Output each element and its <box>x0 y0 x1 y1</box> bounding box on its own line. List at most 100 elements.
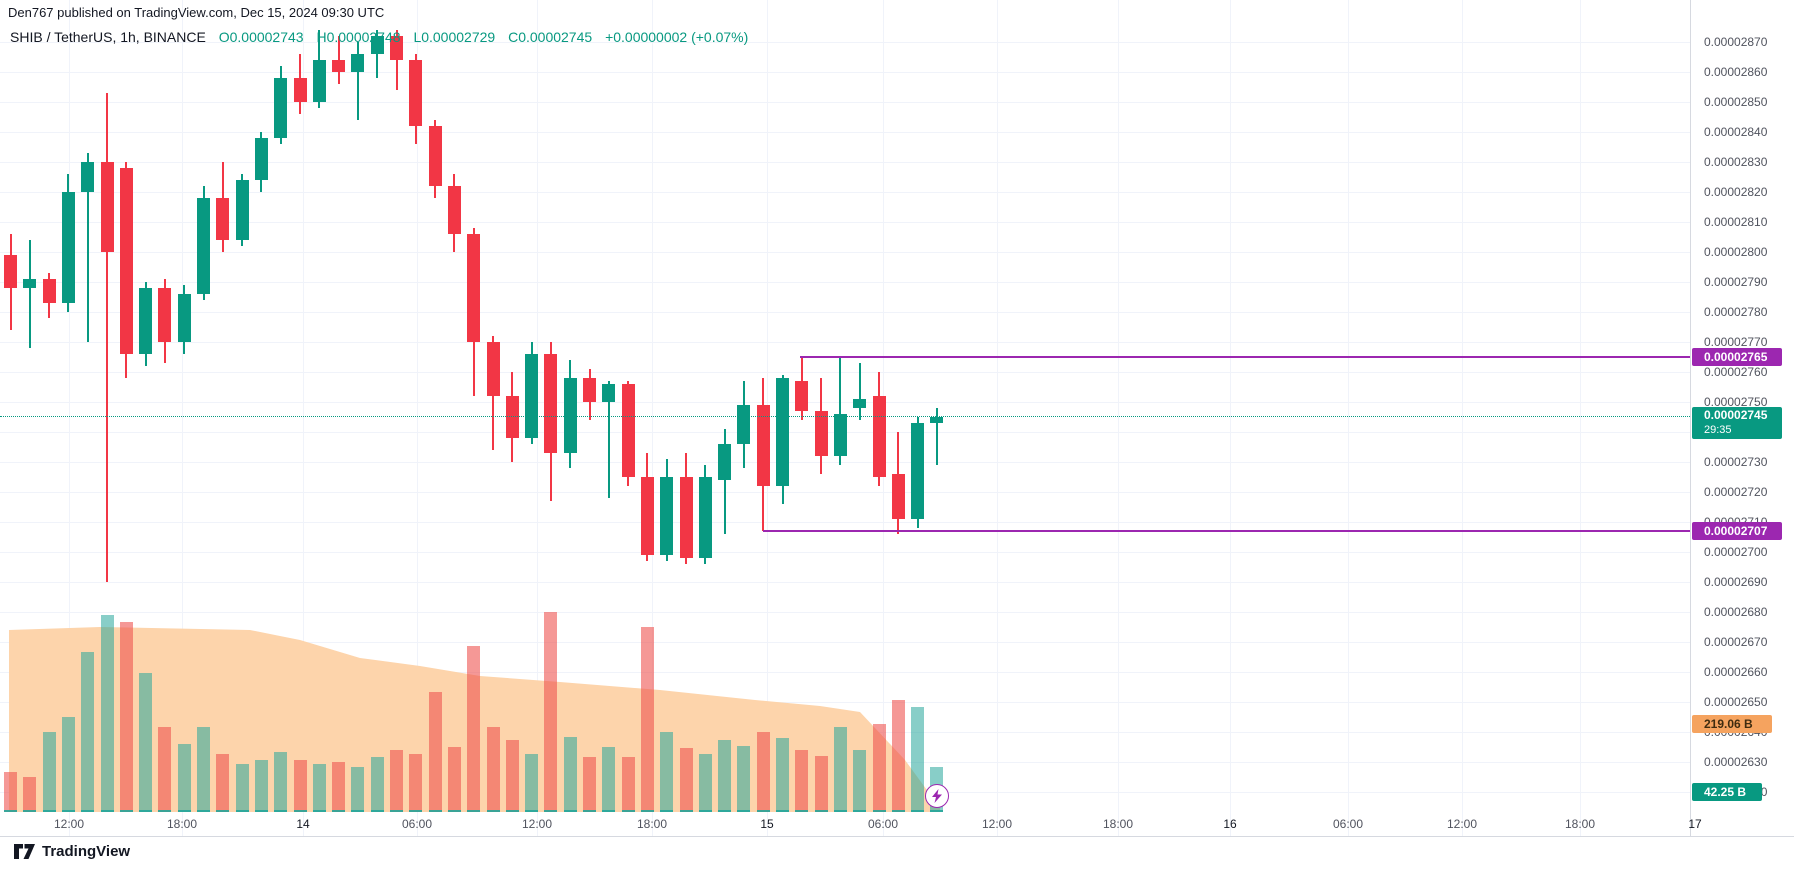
volume-bar <box>544 612 558 812</box>
volume-bar-cap <box>544 810 558 812</box>
volume-value-label: 219.06 B <box>1692 715 1772 733</box>
candle <box>197 198 210 294</box>
volume-bar-cap <box>621 810 635 812</box>
symbol-title[interactable]: SHIB / TetherUS, 1h, BINANCE <box>10 29 206 45</box>
level-price-label: 0.00002707 <box>1692 522 1782 540</box>
candle-wick <box>395 30 398 90</box>
candle-wick <box>86 153 89 342</box>
volume-bar-cap <box>42 810 56 812</box>
h-gridline <box>0 222 1690 223</box>
volume-bar-cap <box>254 810 268 812</box>
chart-pane[interactable] <box>0 0 1690 836</box>
volume-bar <box>409 754 423 812</box>
volume-bar-cap <box>235 810 249 812</box>
h-gridline <box>0 72 1690 73</box>
volume-bar-cap <box>390 810 403 812</box>
volume-bar <box>621 757 635 812</box>
candle <box>756 405 770 486</box>
volume-bar <box>312 764 326 812</box>
price-tick-label: 0.00002870 <box>1704 35 1768 49</box>
candle <box>235 180 249 240</box>
price-tick-label: 0.00002860 <box>1704 65 1768 79</box>
v-gridline <box>303 0 304 836</box>
support-resistance-line <box>800 356 1690 358</box>
volume-bar-cap <box>312 810 326 812</box>
price-tick-label: 0.00002830 <box>1704 155 1768 169</box>
volume-bar-cap <box>718 810 732 812</box>
volume-bar-cap <box>139 810 153 812</box>
price-tick-label: 0.00002670 <box>1704 635 1768 649</box>
current-price-value: 0.00002745 <box>1704 408 1768 422</box>
h-gridline <box>0 462 1690 463</box>
v-gridline <box>1348 0 1349 836</box>
volume-bar <box>4 772 17 812</box>
volume-bar <box>679 748 693 812</box>
tradingview-logo[interactable]: TradingView <box>14 843 130 860</box>
v-gridline <box>1230 0 1231 836</box>
lightning-button[interactable] <box>925 784 949 808</box>
volume-bar <box>660 732 674 812</box>
v-gridline <box>182 0 183 836</box>
candle <box>698 477 712 558</box>
time-tick-label: 06:00 <box>401 817 433 831</box>
h-gridline <box>0 552 1690 553</box>
v-gridline <box>1580 0 1581 836</box>
volume-bar <box>776 738 789 812</box>
tradingview-logo-text: TradingView <box>42 843 131 860</box>
volume-bar <box>563 737 577 812</box>
volume-bar <box>158 727 172 812</box>
volume-bar <box>197 727 210 812</box>
candle <box>525 354 539 438</box>
price-tick-label: 0.00002690 <box>1704 575 1768 589</box>
h-gridline <box>0 372 1690 373</box>
price-tick-label: 0.00002790 <box>1704 275 1768 289</box>
volume-bar <box>698 754 712 812</box>
price-axis[interactable]: 0.00002870 0.00002860 0.00002850 0.00002840… <box>1690 0 1794 836</box>
time-tick-label: 06:00 <box>867 817 899 831</box>
volume-bar-cap <box>814 810 828 812</box>
h-gridline <box>0 252 1690 253</box>
volume-bar-cap <box>505 810 519 812</box>
time-axis[interactable]: 12:00 18:00 14 06:00 12:00 18:00 15 06:00 12:00 1… <box>0 812 1794 837</box>
volume-bar <box>61 717 75 812</box>
volume-bar-cap <box>563 810 577 812</box>
candle <box>640 477 654 555</box>
candle <box>370 36 384 54</box>
volume-bar-cap <box>61 810 75 812</box>
lightning-icon <box>932 789 942 803</box>
volume-bar <box>718 740 732 812</box>
volume-bar <box>81 652 95 812</box>
candle-wick <box>858 363 861 420</box>
price-tick-label: 0.00002680 <box>1704 605 1768 619</box>
candle <box>216 198 230 240</box>
candle <box>814 411 828 456</box>
h-gridline <box>0 42 1690 43</box>
volume-bar <box>756 732 770 812</box>
volume-bar-cap <box>370 810 384 812</box>
time-tick-label: 16 <box>1223 817 1237 831</box>
volume-bar <box>293 760 307 812</box>
time-tick-label: 18:00 <box>166 817 198 831</box>
volume-bar-cap <box>698 810 712 812</box>
volume-bar-cap <box>119 810 133 812</box>
volume-bar-cap <box>640 810 654 812</box>
volume-bar <box>42 732 56 812</box>
bar-countdown: 29:35 <box>1704 424 1732 436</box>
candle <box>23 279 37 288</box>
h-gridline <box>0 492 1690 493</box>
volume-bar <box>853 750 867 812</box>
volume-bar <box>795 750 809 812</box>
volume-bar-cap <box>583 810 596 812</box>
h-gridline <box>0 672 1690 673</box>
volume-bar-cap <box>930 810 944 812</box>
volume-bar <box>467 646 481 812</box>
level-price-label: 0.00002765 <box>1692 348 1782 366</box>
v-gridline <box>417 0 418 836</box>
volume-bar <box>833 727 847 812</box>
volume-bar-cap <box>332 810 346 812</box>
price-tick-label: 0.00002850 <box>1704 95 1768 109</box>
legend-low: L0.00002729 <box>413 29 496 45</box>
candle <box>447 186 461 234</box>
price-tick-label: 0.00002820 <box>1704 185 1768 199</box>
